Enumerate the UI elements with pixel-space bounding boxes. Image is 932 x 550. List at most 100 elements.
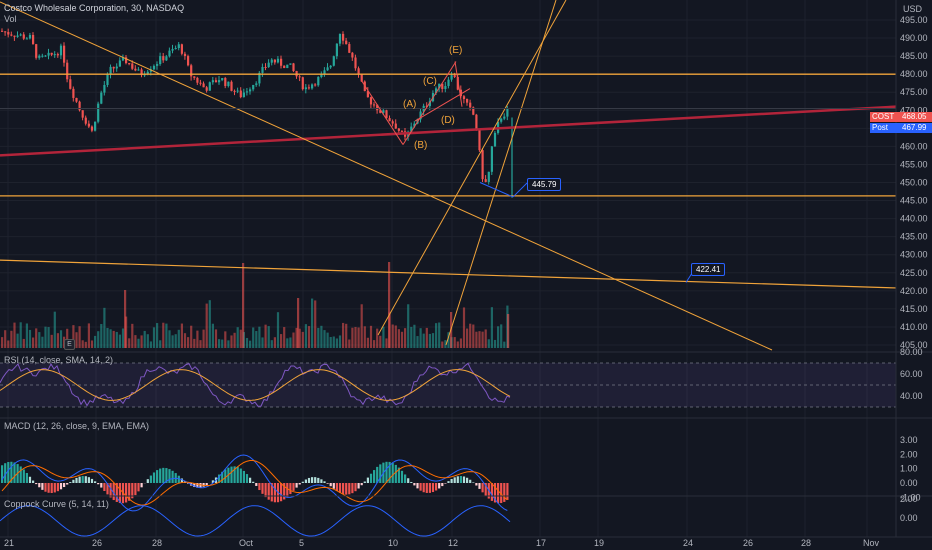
volume-bar [137,338,140,348]
candle-body [106,74,109,85]
macd-histogram-bar [131,483,134,499]
candle-body [410,126,413,132]
candle-body [4,31,7,33]
price-tick-label: 425.00 [900,268,928,278]
volume-bar [97,331,100,348]
candle-body [453,75,456,77]
macd-histogram-bar [379,464,382,483]
macd-histogram-bar [447,481,450,483]
volume-bar [245,337,249,348]
volume-bar [121,328,125,348]
coppock-line [0,505,511,537]
trend-drawings[interactable] [0,0,897,351]
volume-bar [168,330,171,348]
volume-bar [459,338,462,348]
wave-channel-1 [361,81,404,145]
macd-histogram-bar [416,483,419,489]
candle-body [382,110,385,113]
volume-bar [295,327,298,348]
callout-leader-2 [512,182,528,198]
price-tick-label: 475.00 [900,87,928,97]
post-tag: Post [870,123,902,133]
candle-body [236,90,239,92]
volume-bar [193,338,196,348]
volume-bar [261,337,264,348]
volume-bar [329,336,332,348]
macd-histogram-bar [388,461,391,483]
time-tick-label: 10 [388,538,398,548]
volume-bar [19,322,22,348]
volume-bar [264,324,267,348]
candle-body [469,102,472,108]
candle-body [441,83,444,89]
candle-body [345,40,348,45]
volume-bar [335,338,338,348]
earnings-marker[interactable]: E [64,339,75,350]
candle-body [100,92,103,104]
volume-bar [394,325,397,348]
volume-bar [301,331,304,348]
candle-body [174,48,177,50]
macd-histogram-bar [444,483,447,484]
candle-body [276,58,280,63]
candle-body [506,108,509,117]
volume-bar [469,323,472,348]
price-candles [1,28,513,198]
candle-body [394,123,397,129]
candle-body [391,121,394,124]
macd-histogram-bar [196,483,199,488]
candle-body [137,69,140,71]
price-tick-label: 460.00 [900,141,928,151]
volume-bar [156,323,159,348]
macd-histogram-bar [63,483,66,488]
macd-histogram-bar [314,477,317,483]
volume-bar [190,325,193,348]
macd-histogram-bar [456,476,459,483]
price-tick-label: 450.00 [900,178,928,188]
macd-histogram-bar [301,481,304,483]
candle-body [342,33,345,41]
macd-histogram-bar [326,483,329,484]
volume-bar [391,324,394,348]
candle-body [202,83,205,88]
macd-histogram-bar [295,483,298,488]
descending-trendline [0,1,773,351]
volume-bar [177,329,180,348]
target-callout-2[interactable]: 422.41 [691,263,726,276]
volume-bar [224,331,227,348]
macd-histogram-bar [273,483,276,503]
candle-body [94,121,97,131]
volume-bar [115,331,118,348]
candle-body [134,68,137,71]
volume-bar [273,337,276,348]
volume-bar [373,340,376,348]
macd-histogram-bar [205,483,208,486]
macd-histogram-bar [59,483,63,490]
price-tick-label: 420.00 [900,286,928,296]
candle-body [16,35,19,37]
volume-bar [320,325,323,348]
candle-body [255,83,258,85]
macd-histogram-bar [81,476,84,483]
candle-body [493,132,497,147]
volume-bar [199,340,202,348]
candle-body [125,57,128,64]
price-tick-label: 410.00 [900,322,928,332]
volume-bar [143,330,146,348]
candle-body [208,82,211,91]
macd-histogram-bar [75,477,78,483]
macd-histogram-bar [245,474,249,483]
macd-histogram-bar [146,479,149,483]
macd-histogram-bar [19,466,22,483]
volume-bar [187,337,190,348]
volume-bar [345,323,348,348]
time-tick-label: 21 [4,538,14,548]
target-callout-1[interactable]: 445.79 [527,178,562,191]
macd-histogram-bar [115,483,118,502]
macd-histogram-bar [134,483,137,496]
volume-bar [360,304,363,348]
candle-body [84,117,87,124]
wave-labels: (A) (B) (C) (D) (E) [403,45,462,151]
